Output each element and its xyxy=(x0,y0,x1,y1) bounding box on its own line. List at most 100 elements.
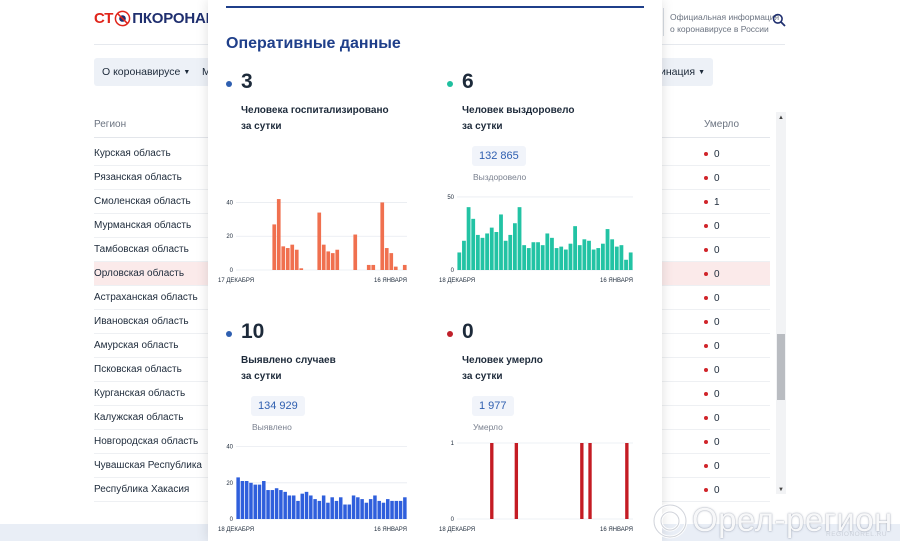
scrollbar-thumb[interactable] xyxy=(777,334,785,400)
chart-bar xyxy=(300,493,305,519)
stat-label-line2: за сутки xyxy=(462,371,503,382)
region-name: Астраханская область xyxy=(94,292,198,303)
search-icon[interactable] xyxy=(772,13,786,27)
region-name: Рязанская область xyxy=(94,172,182,183)
dead-value: 0 xyxy=(714,244,720,256)
scroll-up-icon[interactable]: ▲ xyxy=(778,115,784,121)
dead-cell: 0 xyxy=(704,430,720,454)
chart-bar xyxy=(480,237,485,270)
chart-bar xyxy=(554,248,559,270)
chart-bar xyxy=(588,443,592,519)
stat-label: Выявлено случаев за сутки xyxy=(241,353,336,385)
chart-bar xyxy=(526,248,531,270)
chart-bar xyxy=(563,249,568,270)
stat-total-label: Выявлено xyxy=(252,422,292,432)
chart-bar xyxy=(573,226,578,270)
dead-value: 0 xyxy=(714,292,720,304)
chart-hospitalized-svg: 0 20 40 17 ДЕКАБРЯ 16 ЯНВАРЯ xyxy=(218,199,407,284)
dead-value: 0 xyxy=(714,316,720,328)
y-tick-label: 40 xyxy=(226,200,233,206)
chart-bar xyxy=(614,246,619,270)
chart-bar xyxy=(580,443,584,519)
red-dot-icon xyxy=(704,488,708,492)
dead-cell: 0 xyxy=(704,334,720,358)
header-info: Официальная информация о коронавирусе в … xyxy=(670,11,779,35)
dead-value: 0 xyxy=(714,340,720,352)
y-tick-label: 0 xyxy=(230,268,234,274)
stat-cases: 10 Выявлено случаев за сутки 134 929 Выя… xyxy=(226,320,426,440)
y-tick-label: 1 xyxy=(451,441,455,447)
chart-bar xyxy=(600,243,605,270)
nav-about-coronavirus[interactable]: О коронавирусе ▼ xyxy=(94,58,199,86)
watermark-subtext: REGIONOREL.RU xyxy=(826,531,888,538)
chart-bar xyxy=(384,248,389,270)
chart-bar xyxy=(610,239,615,270)
column-header-region[interactable]: Регион xyxy=(94,119,127,130)
chart-bar xyxy=(550,237,554,270)
chart-bar xyxy=(330,497,334,519)
dead-value: 0 xyxy=(714,148,720,160)
chart-bar xyxy=(466,207,471,270)
operational-data-modal: Оперативные данные 3 Человека госпитализ… xyxy=(208,0,662,541)
chart-bar xyxy=(368,499,373,519)
stat-label-line1: Человек умерло xyxy=(462,355,543,366)
chart-bar xyxy=(240,481,245,519)
chart-bar xyxy=(624,259,628,270)
chart-bar xyxy=(398,500,403,519)
stat-total-badge: 132 865 xyxy=(472,146,526,166)
scroll-down-icon[interactable]: ▼ xyxy=(778,487,784,493)
chart-bar xyxy=(266,490,270,519)
watermark-text: Орел-регион xyxy=(692,501,893,538)
red-dot-icon xyxy=(704,176,708,180)
site-logo[interactable]: СТ П КОРОНАВИ xyxy=(94,10,227,27)
bullet-icon xyxy=(226,331,232,337)
stat-number: 0 xyxy=(462,320,474,343)
dead-cell: 0 xyxy=(704,214,720,238)
dead-value: 0 xyxy=(714,388,720,400)
dead-value: 0 xyxy=(714,220,720,232)
chart-bar xyxy=(390,500,394,519)
red-dot-icon xyxy=(704,392,708,396)
chart-bar xyxy=(290,244,295,270)
chart-bar xyxy=(347,504,352,519)
chart-bar xyxy=(591,249,596,270)
stat-hospitalized: 3 Человека госпитализировано за сутки xyxy=(226,70,426,140)
dead-cell: 0 xyxy=(704,406,720,430)
dead-cell: 0 xyxy=(704,454,720,478)
nav-about-label: О коронавирусе xyxy=(102,66,181,78)
chart-bar xyxy=(330,253,335,270)
y-tick-label: 40 xyxy=(226,445,233,451)
x-start-label: 18 ДЕКАБРЯ xyxy=(439,527,475,533)
chart-bar xyxy=(373,495,377,519)
chart-bar xyxy=(471,218,476,270)
chart-bar xyxy=(389,253,394,270)
chart-recovered-svg: 0 50 18 ДЕКАБРЯ 16 ЯНВАРЯ xyxy=(439,195,633,284)
header-info-line2: о коронавирусе в России xyxy=(670,24,769,34)
chart-bar xyxy=(517,207,522,270)
chart-bar xyxy=(236,477,240,519)
chart-bar xyxy=(568,243,573,270)
chart-bar xyxy=(321,495,326,519)
dead-cell: 0 xyxy=(704,262,720,286)
logo-text-right: КОРОНАВИ xyxy=(142,10,227,27)
chart-bar xyxy=(462,240,466,270)
dead-value: 1 xyxy=(714,196,720,208)
table-scrollbar[interactable]: ▲ ▼ xyxy=(776,112,786,494)
red-dot-icon xyxy=(704,416,708,420)
chart-bar xyxy=(262,481,266,519)
chart-bar xyxy=(489,227,494,270)
region-name: Орловская область xyxy=(94,268,185,279)
chart-bar xyxy=(499,214,503,270)
chart-bar xyxy=(299,268,304,270)
region-name: Псковская область xyxy=(94,364,182,375)
chart-bar xyxy=(596,248,601,270)
column-header-dead[interactable]: Умерло xyxy=(704,119,740,130)
region-name: Новгородская область xyxy=(94,436,199,447)
stat-label: Человека госпитализировано за сутки xyxy=(241,103,389,135)
red-dot-icon xyxy=(704,200,708,204)
x-end-label: 16 ЯНВАРЯ xyxy=(374,278,407,284)
chart-bar xyxy=(309,495,313,519)
y-tick-label: 0 xyxy=(451,268,455,274)
dead-value: 0 xyxy=(714,460,720,472)
red-dot-icon xyxy=(704,296,708,300)
